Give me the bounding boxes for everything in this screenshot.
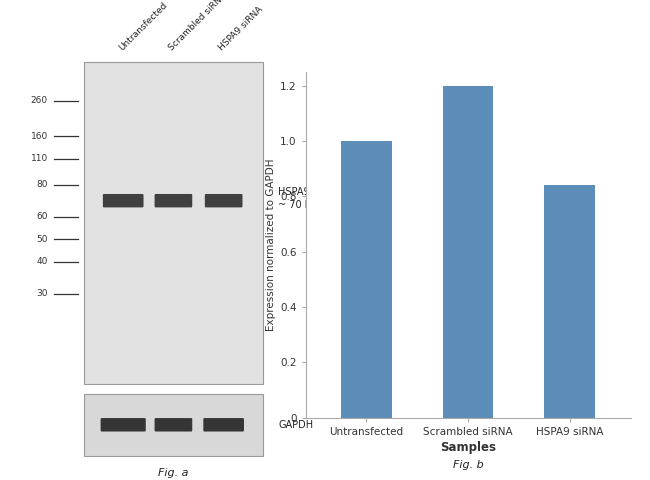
Bar: [341, 141, 392, 418]
Bar: [84, 394, 263, 456]
Text: 260: 260: [31, 96, 48, 106]
Bar: [84, 62, 263, 384]
FancyBboxPatch shape: [155, 194, 192, 207]
Text: 50: 50: [36, 235, 48, 244]
Text: 160: 160: [31, 132, 48, 141]
FancyBboxPatch shape: [101, 418, 146, 432]
FancyBboxPatch shape: [155, 418, 192, 432]
Text: Scrambled siRNA: Scrambled siRNA: [167, 0, 228, 53]
Text: Untransfected: Untransfected: [117, 1, 169, 53]
Text: 110: 110: [31, 155, 48, 163]
Text: HSPA9 siRNA: HSPA9 siRNA: [217, 5, 265, 53]
Text: Fig. a: Fig. a: [158, 468, 188, 478]
Text: 60: 60: [36, 212, 48, 221]
Text: 80: 80: [36, 180, 48, 189]
Text: GAPDH: GAPDH: [278, 420, 313, 430]
FancyBboxPatch shape: [103, 194, 144, 207]
Y-axis label: Expression normalized to GAPDH: Expression normalized to GAPDH: [266, 158, 276, 331]
FancyBboxPatch shape: [205, 194, 242, 207]
FancyBboxPatch shape: [203, 418, 244, 432]
Bar: [443, 86, 493, 418]
Text: Fig. b: Fig. b: [452, 460, 484, 470]
Text: 40: 40: [36, 257, 48, 266]
X-axis label: Samples: Samples: [440, 441, 496, 454]
Bar: [544, 185, 595, 418]
Text: HSPA9
~ 70 kDa: HSPA9 ~ 70 kDa: [278, 187, 324, 210]
Text: 30: 30: [36, 289, 48, 299]
